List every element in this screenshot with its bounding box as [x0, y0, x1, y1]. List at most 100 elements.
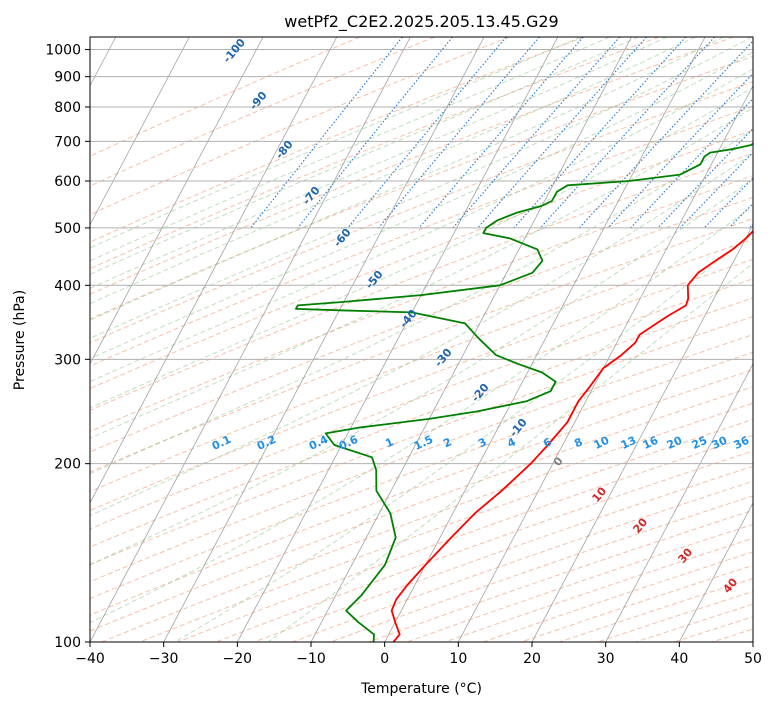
mixing-ratio-label: 2: [441, 435, 453, 450]
dry-adiabat: [711, 628, 753, 642]
moist-adiabat: [90, 152, 753, 517]
x-tick-label: −10: [296, 651, 326, 667]
y-tick-label: 200: [54, 457, 81, 473]
mixing-ratio-label: 0.6: [337, 433, 360, 453]
dry-adiabat: [90, 351, 753, 600]
mixing-ratio-label: 30: [710, 434, 730, 452]
mixing-ratio-label: 25: [690, 434, 709, 452]
moist-adiabat: [90, 37, 668, 289]
mixing-ratio-line: [607, 72, 753, 229]
dry-adiabat-label: 0: [551, 454, 566, 468]
dry-adiabat-label: -40: [397, 307, 420, 331]
dry-adiabat-label: -20: [469, 381, 492, 405]
dry-adiabat: [90, 55, 753, 320]
mixing-ratio-label: 1: [383, 435, 395, 450]
x-tick-label: −40: [75, 651, 105, 667]
dry-adiabat: [90, 152, 753, 411]
dry-adiabat: [90, 258, 753, 512]
moist-adiabat: [90, 178, 753, 566]
isotherm: [605, 363, 753, 642]
dry-adiabat: [559, 577, 753, 642]
dry-adiabat-label: -60: [331, 226, 354, 250]
moist-adiabat: [90, 37, 724, 321]
y-tick-label: 700: [54, 134, 81, 150]
isotherm: [531, 223, 753, 642]
x-tick-label: 40: [670, 651, 688, 667]
y-tick-label: 100: [54, 635, 81, 651]
isotherm: [163, 37, 485, 642]
dry-adiabat: [90, 175, 753, 433]
y-tick-label: 1000: [45, 43, 81, 59]
mixing-ratio-label: 16: [641, 434, 661, 452]
mixing-ratio-label: 20: [665, 434, 685, 452]
dry-adiabat: [90, 196, 753, 453]
dry-adiabat: [90, 238, 753, 493]
dry-adiabat-label: 20: [630, 515, 650, 535]
mixing-ratio-label: 6: [541, 435, 554, 450]
moist-adiabat: [90, 51, 753, 360]
dry-adiabat: [90, 105, 753, 367]
mixing-ratio-label: 10: [592, 434, 612, 452]
x-tick-label: 0: [380, 651, 389, 667]
x-tick-label: 30: [597, 651, 615, 667]
dry-adiabat: [521, 564, 753, 642]
isotherm: [384, 37, 706, 642]
mixing-ratio-label: 0.1: [210, 433, 233, 453]
mixing-ratio-line: [297, 37, 453, 229]
dry-adiabat: [90, 37, 361, 157]
moist-adiabat: [90, 129, 753, 475]
moist-adiabat: [90, 37, 581, 249]
dry-adiabat: [750, 640, 753, 642]
temperature-line: [390, 229, 753, 642]
x-tick-label: −20: [223, 651, 253, 667]
isotherm: [236, 37, 559, 642]
mixing-ratio-label: 0.2: [255, 433, 278, 453]
moist-adiabat: [90, 107, 753, 439]
dry-adiabat: [444, 537, 753, 642]
dry-adiabat-label: 40: [720, 575, 740, 595]
chart-title: wetPf2_C2E2.2025.205.13.45.G29: [284, 12, 558, 32]
x-axis: −40 −30 −20 −10 0 10 20 30 40 50: [75, 642, 762, 667]
plot-frame: [89, 36, 754, 643]
moist-adiabat: [90, 37, 639, 275]
dry-adiabat: [90, 81, 753, 344]
moist-adiabat: [90, 37, 696, 305]
dry-adiabat: [90, 297, 753, 548]
y-tick-label: 400: [54, 278, 81, 294]
dry-adiabat: [90, 334, 753, 583]
mixing-ratio-line: [347, 37, 507, 229]
dry-adiabat: [90, 37, 435, 187]
mixing-ratio-line: [728, 202, 753, 229]
mixing-ratio-label: 36: [732, 434, 752, 452]
mixing-ratio-line: [578, 40, 753, 229]
isotherm: [90, 37, 338, 504]
background-lines: [90, 37, 753, 642]
dry-adiabat-label: -100: [220, 36, 248, 66]
mixing-ratio-line: [679, 151, 753, 229]
x-tick-label: 10: [449, 651, 467, 667]
moist-adiabat: [267, 262, 753, 642]
y-tick-label: 500: [54, 221, 81, 237]
isotherm: [678, 502, 753, 642]
mixing-ratio-line: [378, 37, 540, 229]
isotherm: [90, 37, 190, 226]
profile-lines: [295, 142, 753, 642]
dry-adiabat-label: -50: [363, 268, 386, 292]
mixing-ratio-label: 13: [619, 434, 638, 452]
y-tick-label: 900: [54, 70, 81, 86]
dry-adiabat: [90, 218, 753, 473]
x-tick-label: 20: [523, 651, 541, 667]
moist-adiabat: [90, 86, 753, 409]
grid-lines: [90, 37, 753, 642]
dewpoint-line: [295, 142, 753, 642]
isotherm: [457, 84, 753, 642]
y-tick-label: 300: [54, 352, 81, 368]
moist-adiabat: [90, 37, 610, 262]
mixing-ratio-line: [513, 37, 687, 229]
dry-adiabat-label: -90: [247, 89, 270, 113]
dry-adiabat: [482, 551, 753, 642]
dry-adiabat: [90, 37, 585, 243]
mixing-ratio-label: 1.5: [412, 433, 435, 453]
x-tick-label: −30: [149, 651, 179, 667]
